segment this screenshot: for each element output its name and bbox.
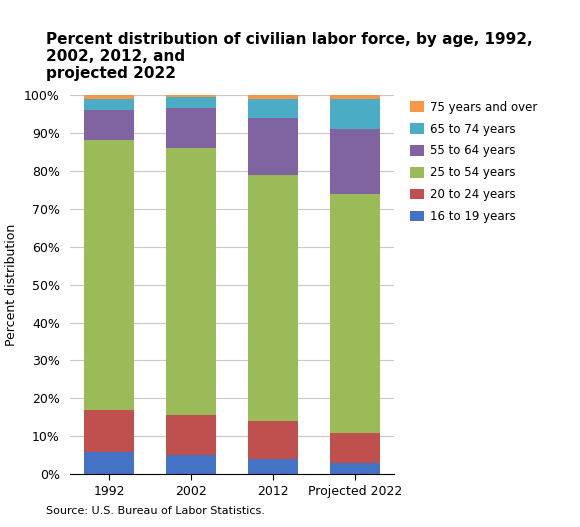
Bar (84, 452, 133, 474)
Bar (331, 95, 380, 99)
Y-axis label: Percent distribution: Percent distribution (5, 223, 19, 346)
Bar (331, 433, 380, 463)
Bar (248, 95, 298, 99)
Text: Source: U.S. Bureau of Labor Statistics.: Source: U.S. Bureau of Labor Statistics. (46, 506, 265, 516)
Bar (248, 174, 298, 421)
Bar (84, 410, 133, 452)
Bar (166, 415, 216, 455)
Bar (331, 463, 380, 474)
Bar (331, 99, 380, 129)
Bar (84, 99, 133, 110)
Bar (166, 108, 216, 148)
Bar (166, 95, 216, 97)
Bar (248, 459, 298, 474)
Bar (331, 193, 380, 433)
Bar (166, 148, 216, 415)
Text: Percent distribution of civilian labor force, by age, 1992, 2002, 2012, and
proj: Percent distribution of civilian labor f… (46, 32, 533, 81)
Bar (166, 97, 216, 108)
Bar (84, 140, 133, 410)
Bar (248, 99, 298, 118)
Bar (248, 421, 298, 459)
Bar (166, 455, 216, 474)
Bar (331, 129, 380, 193)
Bar (84, 110, 133, 140)
Bar (248, 118, 298, 174)
Legend: 75 years and over, 65 to 74 years, 55 to 64 years, 25 to 54 years, 20 to 24 year: 75 years and over, 65 to 74 years, 55 to… (410, 101, 538, 223)
Bar (84, 95, 133, 99)
